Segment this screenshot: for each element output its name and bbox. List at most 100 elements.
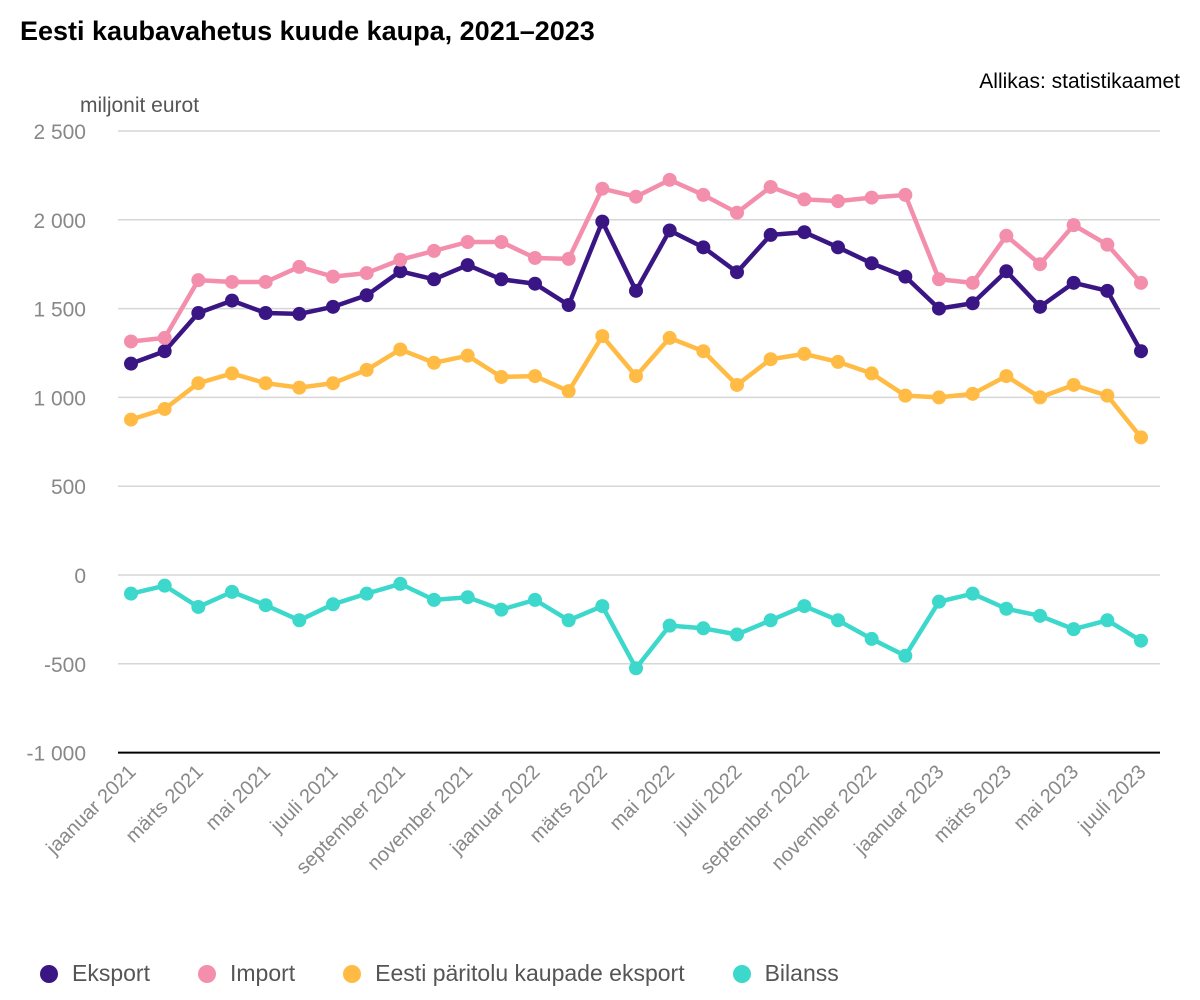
data-point	[124, 586, 138, 601]
data-point	[730, 265, 744, 280]
x-tick-label: juuli 2023	[1074, 761, 1151, 838]
data-point	[1100, 388, 1115, 403]
data-point	[898, 187, 913, 202]
data-point	[157, 344, 172, 359]
data-point	[629, 661, 643, 676]
data-point	[932, 301, 946, 316]
data-point	[730, 377, 744, 392]
data-point	[528, 276, 542, 291]
data-point	[1066, 218, 1081, 233]
y-tick-label: 0	[74, 565, 86, 588]
data-point	[1066, 275, 1081, 290]
data-point	[359, 266, 374, 281]
data-point	[157, 330, 172, 345]
legend-label: Bilanss	[764, 960, 839, 986]
legend-item: Bilanss	[732, 960, 839, 987]
data-point	[696, 240, 711, 255]
data-point	[696, 187, 711, 202]
data-point	[460, 235, 475, 249]
data-point	[561, 613, 576, 628]
data-point	[864, 190, 879, 205]
data-point	[797, 192, 812, 207]
data-point	[494, 602, 509, 617]
y-tick-label: -500	[44, 654, 86, 677]
legend-label: Eesti päritolu kaupade eksport	[375, 960, 685, 986]
data-point	[528, 250, 542, 265]
data-point	[292, 259, 307, 274]
y-tick-label: 2 500	[33, 121, 86, 144]
data-point	[494, 369, 509, 384]
data-point	[225, 274, 239, 289]
data-point	[124, 356, 138, 371]
data-point	[292, 613, 307, 628]
data-point	[932, 594, 946, 609]
data-point	[763, 179, 778, 194]
legend-item: Import	[197, 960, 295, 987]
y-tick-label: 2 000	[33, 210, 86, 233]
data-point	[831, 240, 845, 255]
data-point	[427, 592, 441, 607]
legend-marker	[732, 964, 751, 983]
data-point	[157, 401, 172, 416]
data-point	[326, 597, 340, 612]
data-point	[662, 223, 677, 238]
data-point	[528, 592, 542, 607]
data-point	[965, 275, 980, 290]
data-point	[730, 627, 744, 642]
data-point	[326, 376, 340, 391]
data-point	[797, 346, 812, 361]
data-point	[292, 306, 307, 321]
data-point	[494, 235, 509, 249]
data-point	[359, 362, 374, 377]
data-point	[696, 344, 711, 359]
data-point	[629, 189, 643, 204]
data-point	[1066, 622, 1081, 637]
data-point	[662, 172, 677, 187]
data-point	[965, 586, 980, 601]
data-point	[292, 380, 307, 395]
data-point	[595, 181, 610, 196]
data-point	[191, 273, 206, 288]
data-point	[258, 274, 273, 289]
data-point	[460, 258, 475, 273]
chart-title: Eesti kaubavahetus kuude kaupa, 2021–202…	[20, 16, 595, 46]
data-point	[1134, 430, 1148, 445]
data-point	[1033, 299, 1047, 314]
data-point	[831, 194, 845, 209]
data-point	[965, 296, 980, 311]
legend: Eksport Import Eesti päritolu kaupade eksp…	[40, 960, 839, 987]
data-point	[763, 613, 778, 628]
data-point	[662, 618, 677, 633]
y-tick-label: -1 000	[26, 743, 86, 766]
data-point	[595, 329, 610, 344]
data-point	[528, 369, 542, 384]
chart-source: Allikas: statistikaamet	[979, 70, 1180, 93]
data-point	[763, 227, 778, 242]
data-point	[629, 283, 643, 298]
legend-label: Eksport	[72, 960, 150, 986]
data-point	[124, 334, 138, 349]
series-line	[130, 177, 1143, 344]
data-point	[898, 269, 913, 284]
data-point	[595, 214, 610, 229]
y-tick-label: 1 500	[33, 299, 86, 322]
x-tick-label: mai 2022	[605, 761, 679, 835]
data-point	[460, 590, 475, 605]
x-tick-label: mai 2023	[1009, 761, 1083, 835]
data-point	[225, 293, 239, 308]
data-point	[797, 599, 812, 614]
data-point	[1033, 390, 1047, 405]
data-point	[460, 348, 475, 363]
data-point	[359, 586, 374, 601]
data-point	[730, 205, 744, 220]
data-point	[258, 376, 273, 391]
data-point	[932, 272, 946, 287]
data-point	[1100, 283, 1115, 298]
data-point	[326, 269, 340, 284]
data-point	[561, 298, 576, 313]
data-point	[191, 599, 206, 614]
data-point	[191, 306, 206, 321]
data-point	[1033, 257, 1047, 272]
